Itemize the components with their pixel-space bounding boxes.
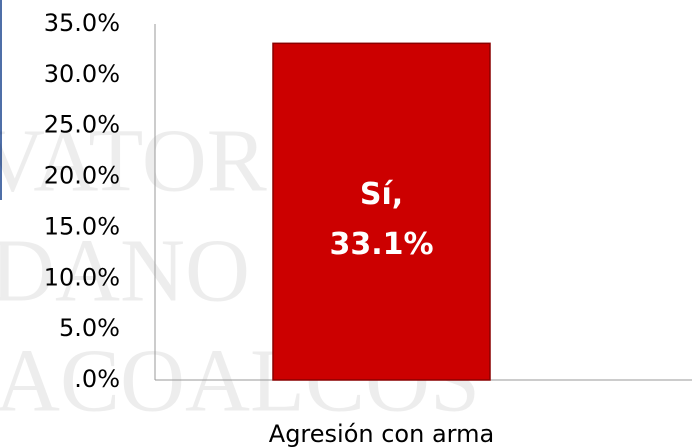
value-label: Sí, 33.1% <box>329 177 433 262</box>
y-tick-label: 30.0% <box>44 60 120 88</box>
watermark: VATOR <box>0 112 267 211</box>
y-tick-label: 35.0% <box>44 9 120 37</box>
y-tick-label: 20.0% <box>44 162 120 190</box>
y-tick-label: .0% <box>74 365 120 393</box>
watermark: DANO <box>0 222 250 321</box>
value-label-line: 33.1% <box>329 227 433 262</box>
y-tick-label: 25.0% <box>44 111 120 139</box>
y-tick-label: 10.0% <box>44 263 120 291</box>
bar <box>272 42 491 381</box>
y-tick-label: 5.0% <box>59 314 120 342</box>
y-tick-label: 15.0% <box>44 212 120 240</box>
x-tick-label: Agresión con arma <box>269 420 494 448</box>
value-label-line: Sí, <box>360 177 403 212</box>
